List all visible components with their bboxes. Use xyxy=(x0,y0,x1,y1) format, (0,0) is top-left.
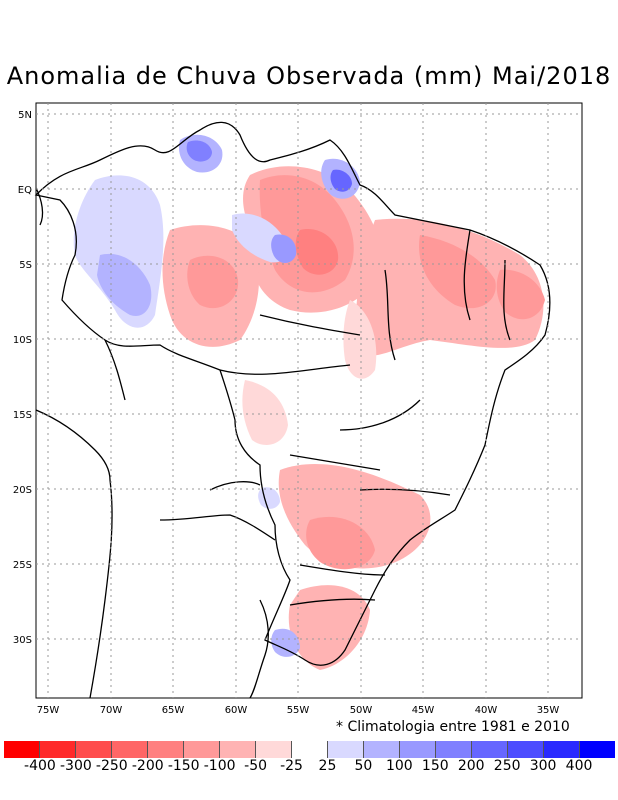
legend-swatch xyxy=(472,741,508,758)
legend-label: -250 xyxy=(95,758,128,774)
legend-swatch xyxy=(436,741,472,758)
lon-label: 40W xyxy=(475,705,498,716)
legend-swatch xyxy=(40,741,76,758)
lat-label: 20S xyxy=(13,485,32,496)
lon-label: 65W xyxy=(162,705,185,716)
color-legend xyxy=(4,741,615,758)
legend-label: -200 xyxy=(131,758,164,774)
legend-label: 50 xyxy=(354,758,373,774)
lat-label: 15S xyxy=(13,410,32,421)
graticule xyxy=(36,103,582,698)
lon-label: 35W xyxy=(537,705,560,716)
lat-label: 25S xyxy=(13,560,32,571)
legend-label: 100 xyxy=(385,758,413,774)
lon-label: 55W xyxy=(287,705,310,716)
map-title: Anomalia de Chuva Observada (mm) Mai/201… xyxy=(6,62,612,90)
legend-label: 25 xyxy=(318,758,337,774)
legend-label: 200 xyxy=(457,758,485,774)
lon-label: 75W xyxy=(37,705,60,716)
lat-label: EQ xyxy=(18,185,32,196)
legend-swatch xyxy=(220,741,256,758)
legend-swatch xyxy=(328,741,364,758)
lon-label: 50W xyxy=(350,705,373,716)
legend-swatch xyxy=(508,741,544,758)
legend-label: 300 xyxy=(529,758,557,774)
legend-swatch xyxy=(4,741,40,758)
legend-swatch xyxy=(76,741,112,758)
anomaly-shading xyxy=(73,134,545,670)
lon-label: 70W xyxy=(100,705,123,716)
legend-label: -400 xyxy=(24,758,56,774)
climatology-note: * Climatologia entre 1981 e 2010 xyxy=(336,719,570,735)
legend-swatch xyxy=(544,741,580,758)
legend-label: 150 xyxy=(421,758,449,774)
legend-swatch xyxy=(580,741,615,758)
lon-label: 45W xyxy=(412,705,435,716)
legend-label: -300 xyxy=(59,758,92,774)
lon-label: 60W xyxy=(225,705,248,716)
legend-swatch xyxy=(364,741,400,758)
legend-labels: -400 -300 -250 -200 -150 -100 -50 -25 25 50 100 150… xyxy=(0,758,618,778)
legend-swatch xyxy=(184,741,220,758)
longitude-labels: 75W 70W 65W 60W 55W 50W 45W 40W 35W xyxy=(37,705,560,716)
boundaries xyxy=(34,121,551,699)
legend-label: -100 xyxy=(203,758,236,774)
lat-label: 10S xyxy=(13,335,32,346)
legend-label: 250 xyxy=(493,758,521,774)
legend-swatch xyxy=(148,741,184,758)
legend-swatch xyxy=(256,741,292,758)
legend-swatch xyxy=(112,741,148,758)
legend-swatch xyxy=(292,741,328,758)
lat-label: 5N xyxy=(18,110,32,121)
legend-label: 400 xyxy=(565,758,593,774)
latitude-labels: 5N EQ 5S 10S 15S 20S 25S 30S xyxy=(13,110,32,646)
legend-swatch xyxy=(400,741,436,758)
plot-frame xyxy=(35,102,583,699)
legend-label: -25 xyxy=(280,758,303,774)
lat-label: 30S xyxy=(13,635,32,646)
legend-label: -50 xyxy=(244,758,268,774)
lat-label: 5S xyxy=(19,260,32,271)
legend-label: -150 xyxy=(167,758,200,774)
